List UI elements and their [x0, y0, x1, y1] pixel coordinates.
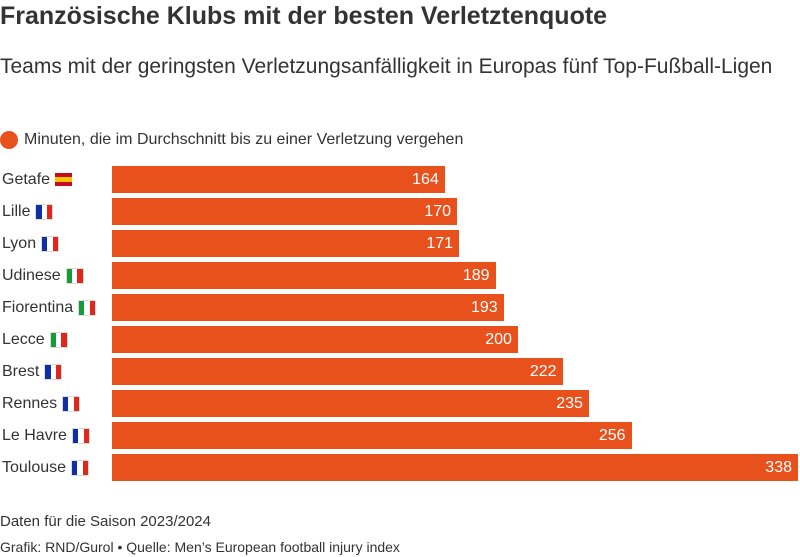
season-note: Daten für die Saison 2023/2024 — [0, 513, 211, 530]
data-label: 164 — [412, 171, 439, 188]
it-flag-icon — [78, 299, 97, 316]
bar-row: Udinese 189 — [0, 262, 800, 289]
category-label: Toulouse — [2, 454, 90, 481]
chart-subtitle: Teams mit der geringsten Verletzungsanfä… — [0, 55, 773, 78]
chart-title: Französische Klubs mit der besten Verlet… — [0, 2, 608, 30]
data-label: 200 — [485, 331, 512, 348]
data-label: 171 — [426, 235, 454, 252]
category-label: Lecce — [2, 326, 68, 353]
bar — [112, 294, 504, 321]
category-label: Getafe — [2, 166, 73, 193]
bar-row: Toulouse 338 — [0, 454, 800, 481]
fr-flag-icon — [71, 459, 90, 476]
team-name: Le Havre — [2, 427, 67, 444]
team-name: Toulouse — [2, 459, 67, 476]
bar-row: Fiorentina 193 — [0, 294, 800, 321]
team-name: Getafe — [2, 171, 51, 188]
bar-row: Brest 222 — [0, 358, 800, 385]
bar-row: Lille 170 — [0, 198, 800, 225]
category-label: Brest — [2, 358, 63, 385]
source-credit: Grafik: RND/Gurol • Quelle: Men’s Europe… — [0, 539, 400, 555]
category-label: Lyon — [2, 230, 60, 257]
team-name: Lille — [2, 203, 31, 220]
bar-row: Le Havre 256 — [0, 422, 800, 449]
team-name: Fiorentina — [2, 299, 74, 316]
category-label: Rennes — [2, 390, 81, 417]
category-label: Udinese — [2, 262, 84, 289]
bar — [112, 166, 445, 193]
fr-flag-icon — [35, 203, 54, 220]
team-name: Udinese — [2, 267, 61, 284]
fr-flag-icon — [41, 235, 60, 252]
it-flag-icon — [65, 267, 84, 284]
category-label: Le Havre — [2, 422, 90, 449]
bar — [112, 198, 458, 225]
it-flag-icon — [49, 331, 68, 348]
fr-flag-icon — [44, 363, 63, 380]
team-name: Brest — [2, 363, 40, 380]
legend-swatch — [0, 131, 18, 149]
bar — [112, 358, 563, 385]
legend-label: Minuten, die im Durchschnitt bis zu eine… — [24, 131, 464, 148]
category-label: Lille — [2, 198, 54, 225]
bar-chart: Getafe 164 Lille 170 Lyon 171 Udinese 189 Fioren… — [0, 166, 800, 484]
bar-row: Lecce 200 — [0, 326, 800, 353]
legend: Minuten, die im Durchschnitt bis zu eine… — [0, 130, 463, 150]
bar — [112, 262, 496, 289]
es-flag-icon — [55, 173, 73, 186]
bar — [112, 390, 589, 417]
bar-row: Rennes 235 — [0, 390, 800, 417]
category-label: Fiorentina — [2, 294, 97, 321]
bar-row: Lyon 171 — [0, 230, 800, 257]
team-name: Lyon — [2, 235, 37, 252]
bar — [112, 230, 460, 257]
data-label: 170 — [424, 203, 452, 220]
bar-row: Getafe 164 — [0, 166, 800, 193]
data-label: 235 — [556, 395, 583, 412]
fr-flag-icon — [71, 427, 90, 444]
team-name: Lecce — [2, 331, 45, 348]
fr-flag-icon — [62, 395, 81, 412]
data-label: 222 — [529, 363, 557, 380]
team-name: Rennes — [2, 395, 58, 412]
data-label: 193 — [471, 299, 498, 316]
data-label: 189 — [462, 267, 490, 284]
bar — [112, 454, 798, 481]
data-label: 256 — [598, 427, 626, 444]
bar — [112, 422, 632, 449]
bar — [112, 326, 518, 353]
data-label: 338 — [765, 459, 792, 476]
